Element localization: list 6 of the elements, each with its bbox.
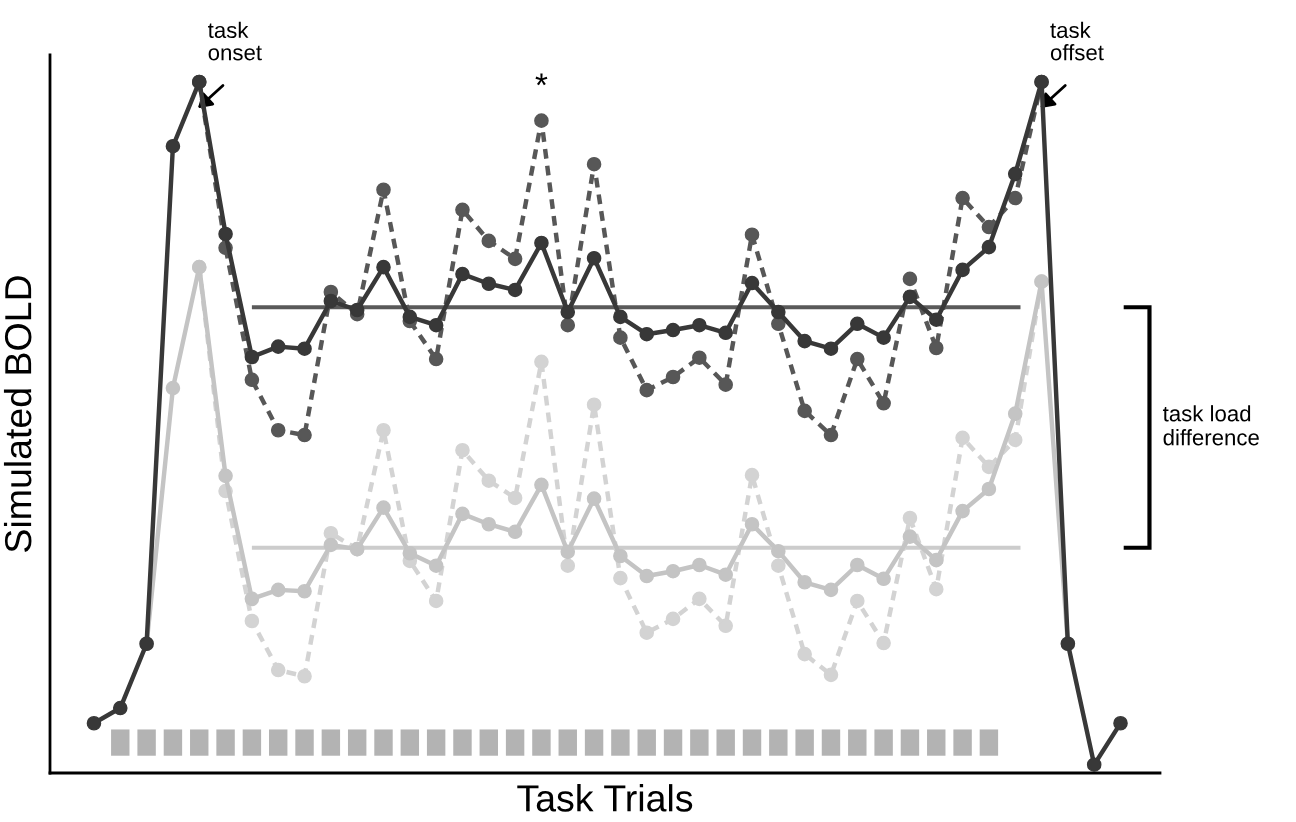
x-axis-title: Task Trials (517, 784, 693, 812)
annotation: * (535, 73, 548, 86)
text: task offset (1050, 21, 1104, 61)
text: task load difference (1162, 405, 1259, 446)
text: task onset (208, 21, 262, 61)
y-axis-title: Simulated BOLD (3, 276, 32, 552)
